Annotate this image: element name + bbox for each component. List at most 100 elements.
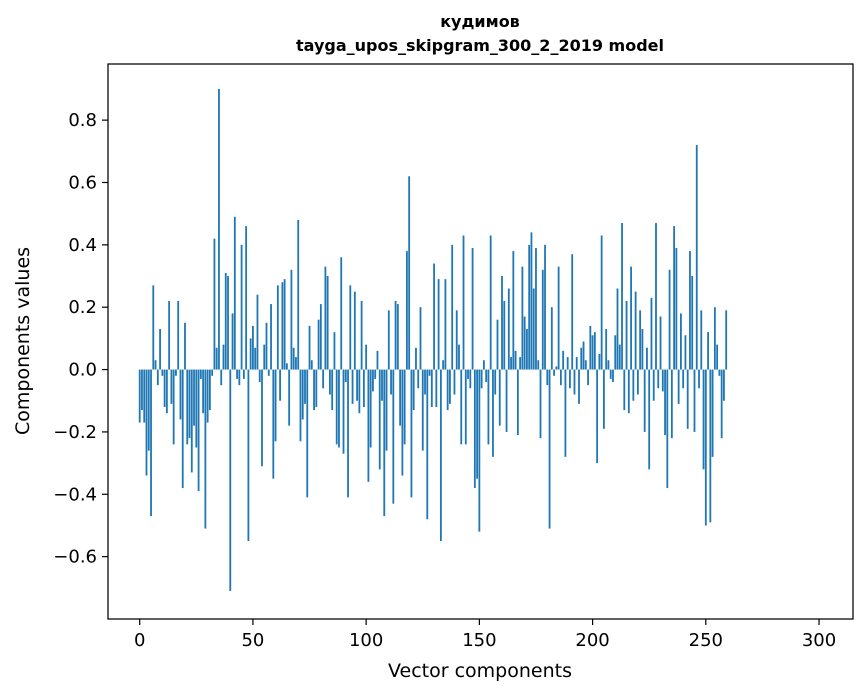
- bar-158: [496, 319, 499, 370]
- bar-69: [295, 357, 297, 370]
- bar-255: [716, 344, 719, 370]
- bar-198: [587, 369, 589, 386]
- bar-72: [301, 369, 304, 420]
- bar-235: [670, 369, 673, 439]
- bar-66: [288, 369, 291, 426]
- bar-21: [186, 369, 189, 445]
- bar-121: [412, 369, 415, 411]
- bar-122: [415, 347, 417, 370]
- bar-20: [184, 322, 186, 370]
- bar-144: [464, 369, 467, 445]
- bar-182: [550, 307, 553, 370]
- bar-143: [462, 235, 465, 370]
- bar-40: [229, 369, 232, 591]
- bar-238: [677, 369, 680, 404]
- bar-48: [247, 369, 250, 542]
- bar-90: [342, 369, 345, 454]
- bar-149: [476, 369, 479, 479]
- bar-176: [537, 360, 540, 370]
- bar-205: [603, 369, 605, 429]
- bar-39: [227, 276, 229, 370]
- bar-81: [322, 369, 325, 389]
- bar-195: [580, 347, 583, 370]
- bar-0: [138, 369, 141, 423]
- bar-22: [188, 369, 191, 439]
- bar-11: [163, 369, 166, 407]
- bar-33: [213, 238, 216, 370]
- bar-210: [614, 335, 617, 370]
- bar-114: [396, 304, 399, 370]
- bar-239: [680, 313, 682, 370]
- bar-200: [591, 335, 594, 370]
- bar-86: [333, 332, 336, 370]
- bar-166: [514, 350, 517, 370]
- bar-110: [387, 310, 390, 370]
- y-axis-label: Components values: [12, 247, 34, 435]
- bar-41: [231, 313, 234, 370]
- bar-43: [236, 369, 238, 379]
- bar-63: [281, 282, 284, 370]
- chart-title-line2: tayga_upos_skipgram_300_2_2019 model: [296, 36, 664, 55]
- bar-191: [571, 254, 574, 370]
- bars-group: [138, 88, 728, 591]
- y-tick-label: 0.0: [68, 360, 97, 381]
- x-axis-label: Vector components: [388, 660, 572, 682]
- bar-78: [315, 369, 318, 407]
- bar-249: [702, 369, 705, 470]
- bar-26: [197, 369, 200, 492]
- bar-223: [643, 369, 646, 432]
- bar-252: [709, 369, 712, 523]
- bar-9: [159, 329, 161, 370]
- bar-156: [492, 369, 494, 457]
- bar-179: [544, 244, 546, 370]
- bar-4: [147, 369, 150, 451]
- bar-204: [600, 235, 603, 370]
- bar-15: [172, 369, 175, 445]
- bar-83: [326, 276, 329, 370]
- bar-216: [627, 369, 630, 414]
- bar-161: [503, 300, 506, 370]
- x-axis: 0 50 100 150 200 250 300: [134, 619, 836, 651]
- bar-113: [394, 300, 397, 370]
- bar-101: [367, 369, 370, 482]
- bar-175: [535, 247, 537, 370]
- bar-95: [353, 291, 356, 370]
- bar-189: [566, 357, 569, 370]
- bar-82: [324, 266, 327, 370]
- bar-3: [145, 369, 148, 476]
- bar-123: [417, 369, 420, 389]
- bar-29: [204, 369, 207, 529]
- bar-129: [430, 369, 433, 407]
- bar-226: [650, 297, 653, 370]
- bar-133: [439, 369, 442, 542]
- bar-250: [704, 369, 707, 526]
- bar-25: [195, 369, 198, 448]
- bar-217: [630, 266, 632, 370]
- bar-170: [523, 316, 526, 370]
- bar-213: [621, 223, 623, 370]
- bar-201: [593, 332, 596, 370]
- bar-206: [605, 329, 608, 370]
- bar-107: [381, 369, 383, 401]
- bar-108: [383, 369, 386, 517]
- bar-76: [310, 360, 313, 370]
- bar-117: [403, 369, 406, 445]
- bar-184: [555, 366, 558, 370]
- bar-46: [242, 369, 245, 379]
- bar-180: [546, 369, 549, 386]
- bar-79: [317, 319, 320, 370]
- chart-title-line1: кудимов: [440, 12, 520, 31]
- bar-2: [143, 369, 146, 423]
- bar-18: [179, 369, 182, 420]
- bar-73: [304, 369, 306, 404]
- bar-97: [358, 369, 361, 414]
- bar-130: [433, 263, 435, 370]
- bar-47: [245, 226, 248, 370]
- bar-134: [442, 360, 445, 370]
- bar-56: [265, 322, 268, 370]
- bar-214: [623, 369, 626, 411]
- bar-169: [521, 266, 524, 370]
- bar-70: [297, 219, 300, 370]
- bar-23: [190, 369, 193, 473]
- bar-183: [553, 369, 555, 376]
